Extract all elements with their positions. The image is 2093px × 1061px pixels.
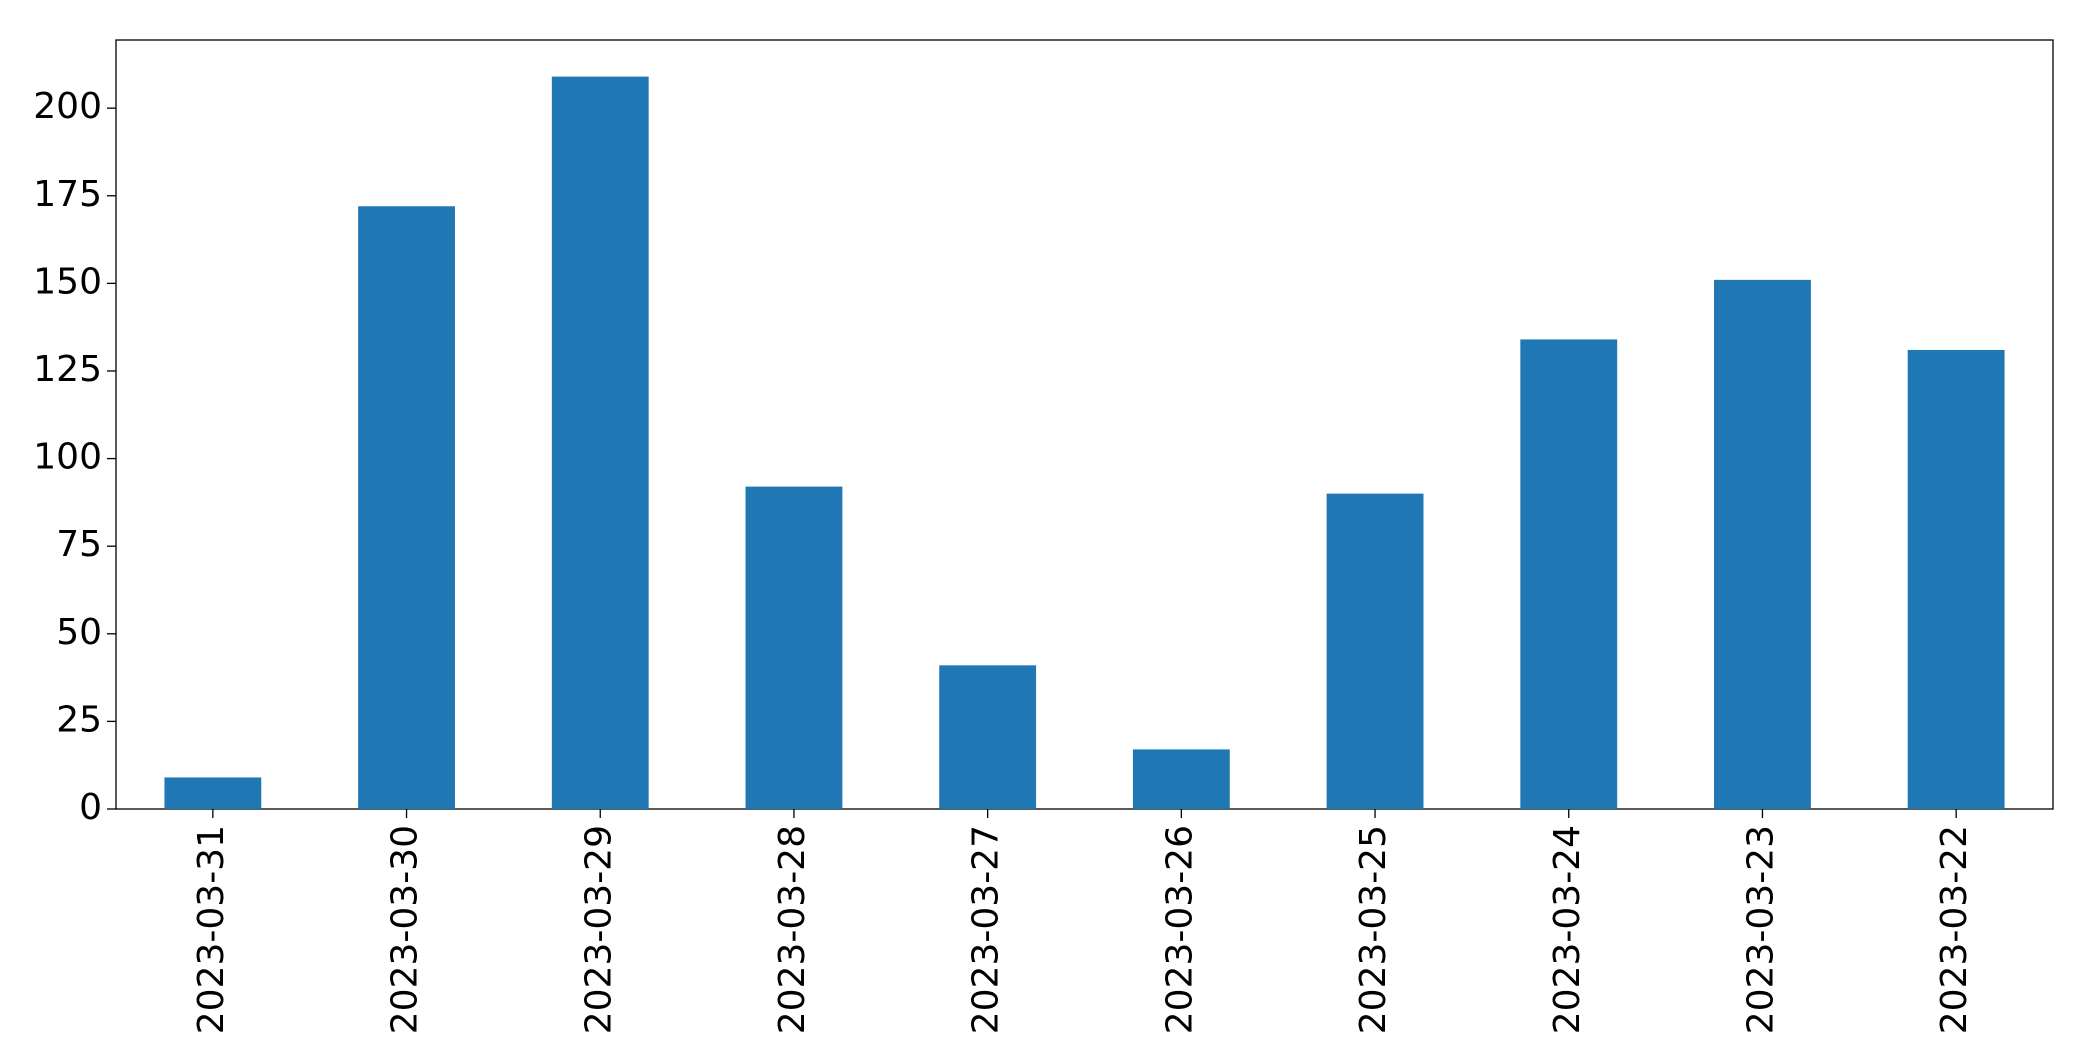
x-tick-label: 2023-03-26 [1159,825,1200,1034]
x-tick-label: 2023-03-22 [1934,825,1975,1034]
bar [1326,493,1424,809]
y-tick-label: 50 [56,612,102,653]
bar [1520,339,1618,809]
y-tick-label: 200 [33,86,102,127]
x-tick-label: 2023-03-29 [578,825,619,1034]
bar [939,665,1037,809]
bar [1907,349,2005,809]
bar [551,76,649,810]
y-tick-label: 150 [33,261,102,302]
bar [1714,279,1811,809]
x-tick-label: 2023-03-25 [1353,825,1394,1034]
y-tick-label: 175 [33,174,102,215]
x-tick-label: 2023-03-31 [191,825,232,1034]
x-tick-label: 2023-03-28 [772,825,813,1034]
bar [164,777,262,809]
y-tick-label: 75 [56,524,102,565]
y-tick-label: 25 [56,699,102,740]
x-tick-label: 2023-03-27 [966,825,1007,1034]
axes-frame [115,39,2054,810]
y-tick-label: 125 [33,349,102,390]
bar [1132,749,1230,809]
bar [358,206,455,809]
bar [745,486,843,809]
y-tick-label: 100 [33,437,102,478]
y-tick-label: 0 [79,787,102,828]
x-tick-label: 2023-03-30 [385,825,426,1034]
x-tick-label: 2023-03-24 [1547,825,1588,1034]
x-tick-label: 2023-03-23 [1740,825,1781,1034]
